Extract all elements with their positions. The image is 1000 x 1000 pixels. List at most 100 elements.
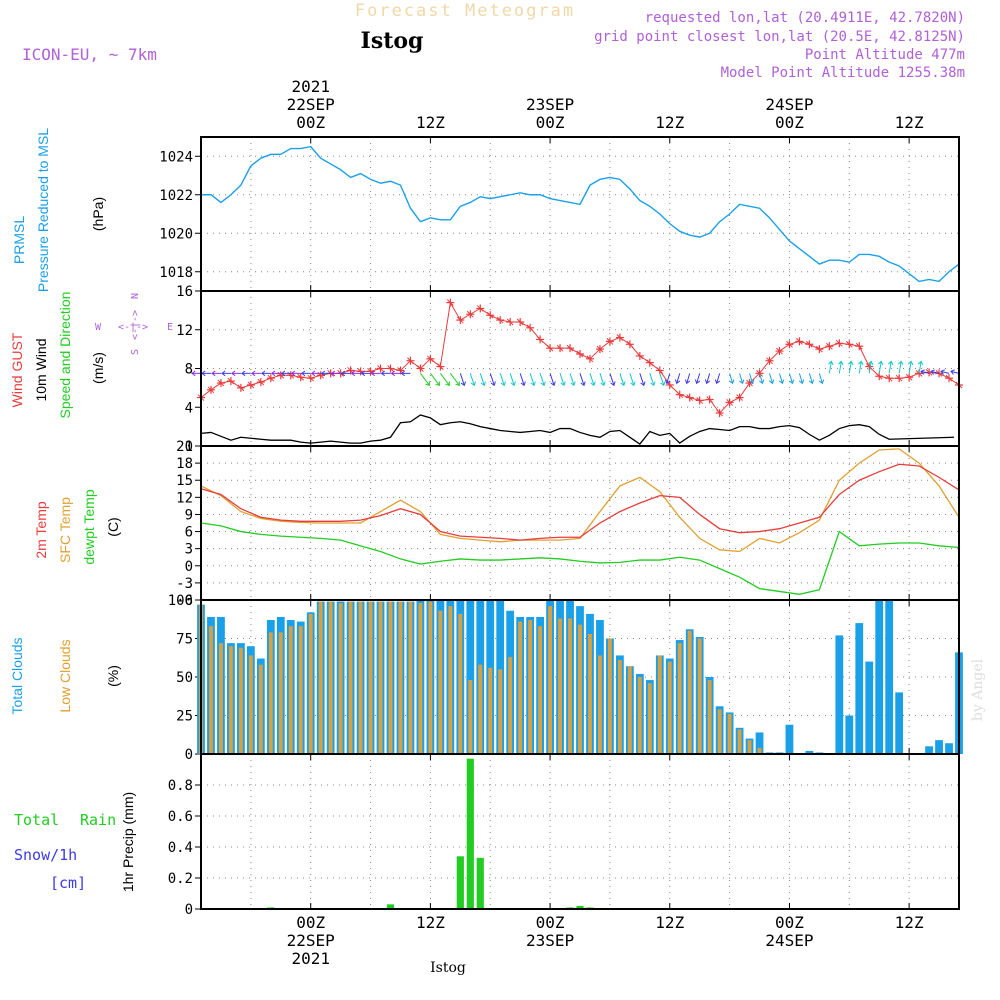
top-hour-label: 00Z (536, 113, 565, 132)
y-tick-label: 50 (176, 670, 193, 686)
gust-marker (605, 337, 614, 346)
wind-arrow (930, 369, 940, 375)
total-cloud-bar (845, 715, 854, 754)
wind-arrow-shaft (479, 373, 485, 386)
gust-marker (306, 374, 315, 383)
gust-marker (496, 316, 505, 325)
wind-arrow (769, 373, 775, 385)
low-cloud-bar (598, 655, 602, 754)
wind-arrow (664, 373, 671, 385)
wind-arrow (549, 373, 556, 387)
gust-marker-d (676, 391, 684, 399)
compass-w: W (95, 322, 102, 333)
wind-arrow-shaft (918, 361, 922, 374)
gust-marker (376, 364, 385, 373)
top-time-axis: 00Z 12Z 00Z 12Z 00Z 12Z 22SEP 23SEP 24SEP 2021 (287, 77, 924, 132)
gust-marker-d (427, 355, 434, 363)
low-cloud-bar (388, 601, 393, 754)
wind-arrow (818, 373, 825, 385)
rain-bar (476, 857, 484, 909)
wind-arrow-shaft (666, 373, 671, 384)
wind-arrow-shaft (716, 373, 721, 384)
wind-arrow-head (930, 369, 935, 375)
y-tick-label: -3 (176, 576, 193, 592)
wind-arrow-head (620, 381, 626, 387)
total-cloud-bar (755, 732, 764, 754)
gust-marker-d (646, 359, 654, 367)
wind-arrow-shaft (788, 373, 793, 384)
wind-arrow-shaft (579, 373, 585, 386)
wind-arrow-head (350, 370, 356, 377)
gust-marker-d (606, 338, 614, 345)
low-cloud-bar (308, 613, 313, 754)
top-hour-label: 12Z (655, 113, 684, 132)
total-cloud-bar (885, 600, 894, 754)
wind-arrow-shaft (539, 373, 545, 386)
gust-marker-d (855, 342, 863, 350)
y-tick-label: 12 (176, 323, 193, 339)
wind-arrow-head (370, 370, 376, 377)
gust-marker (476, 304, 485, 313)
wind-arrow (714, 373, 721, 385)
low-cloud-bar (268, 632, 273, 754)
top-year-label: 2021 (291, 77, 330, 96)
sfc-temp-line (200, 448, 960, 553)
wind-arrow-head (250, 370, 256, 377)
wind-arrow (370, 370, 381, 377)
low-cloud-bar (228, 646, 233, 754)
gust-marker-d (825, 342, 833, 350)
rain-bar (466, 758, 474, 909)
gust-marker-d (626, 340, 634, 348)
wind-arrow (897, 360, 904, 374)
gust-marker (715, 409, 724, 418)
gust-marker-d (267, 374, 275, 382)
low-cloud-bar (647, 683, 652, 754)
wind-arrow (380, 370, 391, 377)
wind-arrow-head (694, 379, 701, 385)
low-cloud-bar (298, 626, 303, 754)
wind-arrow-head (788, 379, 795, 385)
low-cloud-bar (727, 713, 732, 754)
low-cloud-bar (448, 606, 453, 754)
bottom-day-label: 24SEP (765, 931, 813, 950)
wind-label-gust: Wind GUST (9, 332, 25, 407)
wind-arrow-head (455, 381, 460, 387)
wind-arrow-head (610, 381, 616, 387)
wind-arrow-shaft (639, 373, 645, 386)
gust-marker (516, 318, 525, 326)
low-cloud-bar (478, 664, 483, 754)
model-label: ICON-EU, ~ 7km (22, 45, 157, 64)
wind-arrow-shaft (469, 373, 475, 386)
wind-arrow-head (798, 379, 805, 385)
low-cloud-bar (418, 603, 423, 754)
wind-arrow-shaft (749, 373, 754, 384)
low-cloud-bar (747, 740, 752, 754)
low-cloud-bar (627, 666, 632, 754)
wind-arrow-head (480, 381, 486, 387)
wind-arrow-shaft (519, 373, 525, 386)
pressure-line (201, 145, 960, 283)
wind-arrow (704, 373, 711, 385)
wind-arrow-head (390, 370, 396, 377)
wind-arrow-head (600, 381, 606, 387)
gust-marker (655, 366, 664, 375)
wind-arrow-head (445, 381, 450, 387)
wind-arrow (950, 369, 960, 375)
wind-arrow-shaft (549, 373, 555, 386)
wind-arrow-head (360, 370, 366, 377)
gust-marker (845, 340, 854, 349)
bottom-station: Istog (430, 960, 466, 976)
gust-marker-d (616, 334, 624, 341)
gust-marker (775, 347, 784, 356)
y-tick-label: 100 (168, 593, 193, 609)
wind-arrow-head (714, 379, 721, 385)
gust-marker-d (636, 352, 644, 360)
gust-marker (456, 316, 465, 325)
low-cloud-bar (588, 633, 592, 754)
requested-coords: requested lon,lat (20.4911E, 42.7820N) (645, 10, 965, 26)
gust-marker (795, 337, 804, 346)
wind-arrow-head (590, 381, 596, 387)
wind-arrow (469, 373, 476, 387)
y-tick-label: 16 (176, 284, 193, 300)
